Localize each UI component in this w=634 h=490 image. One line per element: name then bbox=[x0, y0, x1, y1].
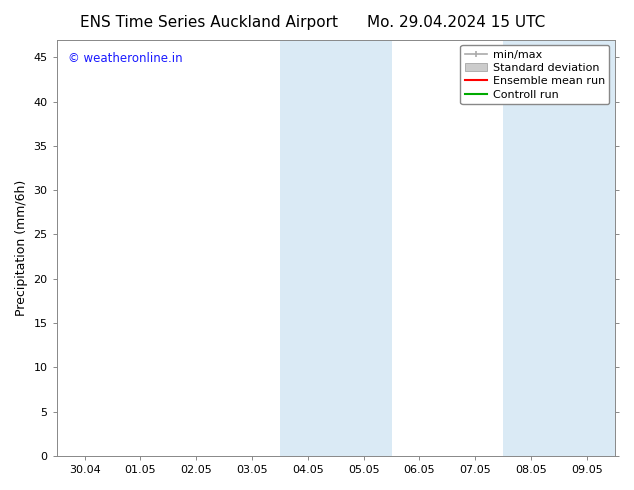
Text: ENS Time Series Auckland Airport: ENS Time Series Auckland Airport bbox=[81, 15, 338, 30]
Legend: min/max, Standard deviation, Ensemble mean run, Controll run: min/max, Standard deviation, Ensemble me… bbox=[460, 45, 609, 104]
Text: Mo. 29.04.2024 15 UTC: Mo. 29.04.2024 15 UTC bbox=[367, 15, 546, 30]
Bar bbox=[503, 40, 615, 456]
Bar bbox=[280, 40, 392, 456]
Y-axis label: Precipitation (mm/6h): Precipitation (mm/6h) bbox=[15, 180, 28, 316]
Text: © weatheronline.in: © weatheronline.in bbox=[68, 52, 183, 65]
